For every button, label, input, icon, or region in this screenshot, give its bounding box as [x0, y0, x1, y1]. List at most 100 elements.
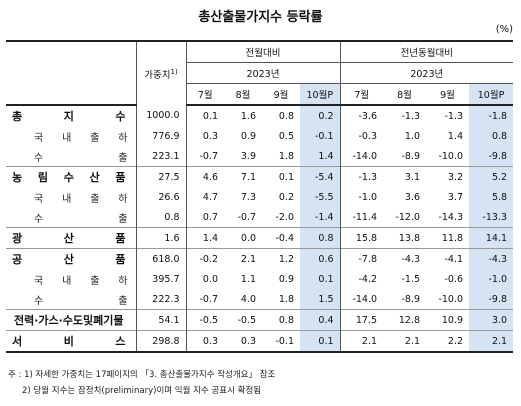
mom-cell: 0.7 [185, 207, 224, 228]
mom-cell: -0.7 [185, 289, 224, 310]
row-label-char: 산 [89, 171, 100, 184]
yoy-cell: 1.4 [447, 130, 464, 142]
mom-cell: 7.3 [240, 191, 256, 203]
month-header: 7월 [185, 83, 224, 106]
mom-year-header: 2023년 [185, 62, 341, 84]
yoy-cell: 1.0 [404, 130, 421, 142]
mom-cell: 0.8 [262, 309, 300, 331]
yoy-cell: 2.1 [383, 330, 427, 352]
row-label-char: 출 [118, 213, 128, 225]
yoy-cell: 3.7 [447, 191, 464, 203]
mom-cell: 1.8 [278, 150, 294, 162]
row-label-char: 내 [62, 275, 72, 287]
yoy-cell: -4.2 [339, 269, 384, 289]
yoy-cell: 12.8 [383, 309, 427, 331]
yoy-cell: -14.3 [438, 211, 464, 223]
weight-cell: 1.6 [135, 227, 186, 249]
weight-cell: 0.8 [135, 207, 186, 228]
mom-cell: 1.8 [278, 293, 294, 305]
yoy-cell: 0.8 [469, 126, 514, 146]
table-row: 공 산 품 618.0 -0.2 2.1 1.2 0.6 -7.8 -4.3 -4.1 -4.3 [6, 248, 514, 269]
row-label-char: 전력·가스·수도및폐기물 [13, 314, 124, 327]
row-label-char: 출 [90, 275, 100, 287]
mom-cell: 0.9 [240, 130, 256, 142]
weight-cell: 1000.0 [135, 105, 186, 126]
yoy-cell: 15.8 [339, 227, 384, 249]
month-header: 9월 [426, 83, 470, 106]
mom-cell: -5.4 [300, 166, 341, 187]
yoy-cell: 3.1 [383, 166, 427, 187]
month-header: 9월 [262, 83, 300, 106]
yoy-cell: -12.0 [395, 211, 421, 223]
mom-cell: 0.1 [300, 330, 341, 352]
yoy-cell: 17.5 [339, 309, 384, 331]
yoy-cell: -0.3 [339, 126, 384, 146]
weight-cell: 776.9 [135, 126, 186, 146]
yoy-cell: -10.0 [438, 293, 464, 305]
row-label-char: 출 [90, 193, 100, 205]
mom-cell: -2.0 [275, 211, 294, 223]
row-label-char: 출 [118, 152, 128, 164]
yoy-cell: -8.9 [401, 150, 421, 162]
mom-cell: 1.4 [185, 227, 224, 249]
month-header: 7월 [339, 83, 384, 106]
mom-cell: -0.7 [185, 146, 224, 167]
yoy-cell: -11.4 [339, 207, 384, 228]
mom-cell: 0.3 [185, 330, 224, 352]
yoy-cell: -14.0 [339, 146, 384, 167]
table-row: 총 지 수 1000.0 0.1 1.6 0.8 0.2 -3.6 -1.3 -1.3 -1.8 [6, 105, 514, 126]
mom-cell: 0.0 [224, 227, 262, 249]
mom-cell: 1.5 [300, 289, 341, 310]
weight-cell: 27.5 [135, 166, 186, 187]
row-label-char: 림 [37, 171, 48, 184]
row-label-char: 출 [118, 295, 128, 307]
yoy-cell: -1.0 [339, 187, 384, 207]
row-label-char: 산 [63, 232, 74, 245]
row-label-char: 국 [34, 132, 44, 144]
row-label-char: 하 [118, 132, 128, 144]
table-row: 광 산 품 1.6 1.4 0.0 -0.4 0.8 15.8 13.8 11.8 14.1 [6, 227, 514, 249]
header-blank [6, 40, 136, 63]
yoy-cell: -9.8 [469, 289, 514, 310]
yoy-cell: 2.1 [469, 330, 514, 352]
row-label-char: 수 [34, 213, 44, 225]
footnote-1: 주 : 1) 자세한 가중치는 17페이지의 「3. 총산출물가지수 작성개요」… [8, 370, 276, 380]
yoy-cell: -4.1 [426, 248, 470, 269]
yoy-cell: 5.8 [469, 187, 514, 207]
table-row: 국 내 출 하 776.9 0.3 0.9 0.5 -0.1 -0.3 1.0 1.4 0.8 [6, 126, 514, 146]
mom-cell: 4.6 [185, 166, 224, 187]
table-row: 국 내 출 하 395.7 0.0 1.1 0.9 0.1 -4.2 -1.5 -0.6 -1.0 [6, 269, 514, 289]
month-header: 8월 [383, 83, 427, 106]
row-label-char: 품 [115, 171, 126, 184]
row-label-char: 수 [34, 295, 44, 307]
page-title: 총산출물가지수 등락률 [198, 10, 323, 25]
yoy-year-header: 2023년 [339, 62, 514, 84]
mom-cell: 3.9 [240, 150, 256, 162]
mom-cell: 2.1 [224, 248, 262, 269]
row-label-char: 비 [63, 335, 74, 348]
mom-cell: -0.4 [262, 227, 300, 249]
row-label-char: 공 [12, 253, 23, 266]
yoy-cell: 13.8 [383, 227, 427, 249]
table-row: 서 비 스 298.8 0.3 0.3 -0.1 0.1 2.1 2.1 2.2 2.1 [6, 330, 514, 352]
mom-cell: -5.5 [300, 187, 341, 207]
yoy-cell: 2.2 [426, 330, 470, 352]
row-label-char: 품 [115, 232, 126, 245]
row-label-char: 총 [12, 110, 23, 123]
yoy-cell: -1.3 [444, 110, 464, 122]
yoy-cell: -7.8 [339, 248, 384, 269]
mom-cell: 0.2 [300, 105, 341, 126]
mom-cell: 0.3 [185, 126, 224, 146]
price-index-table: 가중치1) 전월대비 전년동월대비 2023년 2023년 7월 8월 9월 1… [6, 40, 514, 353]
yoy-cell: -4.3 [469, 248, 514, 269]
mom-cell: 0.3 [224, 330, 262, 352]
yoy-cell: -8.9 [401, 293, 421, 305]
yoy-cell: -4.3 [383, 248, 427, 269]
